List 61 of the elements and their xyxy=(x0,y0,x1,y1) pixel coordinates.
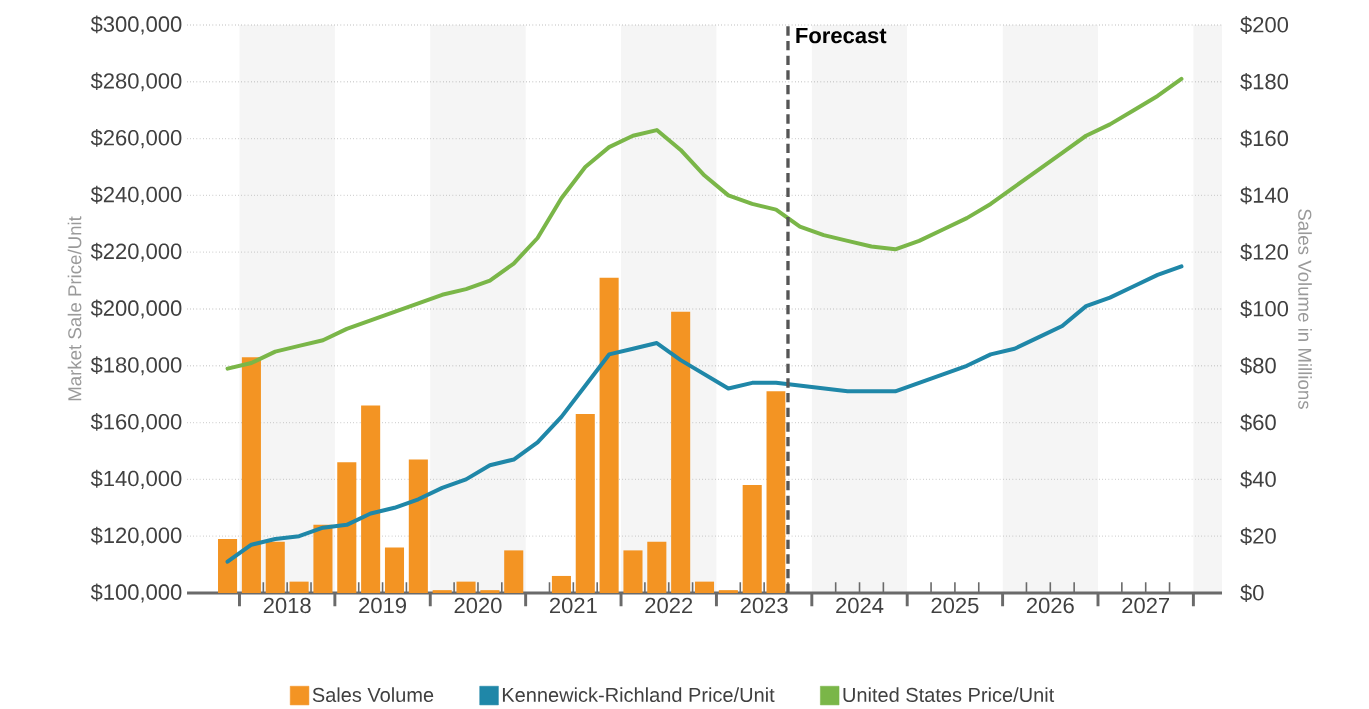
y2-tick-label: $20 xyxy=(1240,527,1276,546)
y2-tick-label: $120 xyxy=(1240,243,1289,262)
bar xyxy=(718,590,738,593)
bar xyxy=(694,581,715,593)
bar xyxy=(551,575,571,593)
y-tick-label: $120,000 xyxy=(90,526,182,546)
y2-tick-label: $0 xyxy=(1240,584,1264,602)
bar xyxy=(647,541,667,593)
bar xyxy=(337,462,357,593)
x-tick-label: 2020 xyxy=(454,597,502,614)
y2-tick-label: $40 xyxy=(1240,470,1276,489)
legend-label: Kennewick-Richland Price/Unit xyxy=(502,687,775,703)
y2-tick-label: $80 xyxy=(1240,356,1276,375)
bar xyxy=(384,547,405,593)
bar xyxy=(361,405,381,593)
x-tick-label: 2021 xyxy=(549,597,597,614)
y-tick-label: $220,000 xyxy=(90,242,182,262)
y-tick-label: $180,000 xyxy=(90,356,182,376)
bar xyxy=(599,277,619,593)
x-tick-label: 2022 xyxy=(645,597,693,614)
ref-line-label: Forecast xyxy=(796,27,887,44)
y-tick-label: $260,000 xyxy=(90,129,182,149)
y2-tick-label: $60 xyxy=(1240,413,1276,432)
bar xyxy=(742,485,762,593)
x-tick-label: 2026 xyxy=(1026,597,1074,614)
bar xyxy=(480,590,500,593)
legend-label: Sales Volume xyxy=(312,687,434,703)
bar xyxy=(408,459,428,593)
y2-tick-label: $180 xyxy=(1240,72,1289,91)
bar xyxy=(456,581,476,593)
y-tick-label: $240,000 xyxy=(90,185,182,205)
x-tick-label: 2019 xyxy=(359,597,406,614)
bar xyxy=(623,550,643,593)
y-tick-label: $300,000 xyxy=(90,15,182,35)
bar xyxy=(766,391,786,593)
y-axis-title: Market Sale Price/Unit xyxy=(67,216,82,401)
x-tick-label: 2025 xyxy=(931,597,979,614)
y2-axis-title: Sales Volume in Millions xyxy=(1298,209,1312,409)
bar xyxy=(313,524,333,593)
bar xyxy=(289,581,309,593)
y-tick-label: $100,000 xyxy=(90,583,182,603)
y2-tick-label: $200 xyxy=(1240,16,1289,34)
bar xyxy=(575,414,595,593)
y-tick-label: $200,000 xyxy=(90,299,182,319)
y-tick-label: $280,000 xyxy=(90,72,182,92)
bar xyxy=(241,357,261,593)
bar xyxy=(432,590,452,593)
x-tick-label: 2018 xyxy=(263,597,311,614)
y-tick-label: $140,000 xyxy=(90,469,182,489)
y-tick-label: $160,000 xyxy=(90,413,182,433)
x-tick-label: 2027 xyxy=(1122,597,1170,614)
bar xyxy=(671,311,691,593)
x-tick-label: 2023 xyxy=(740,597,788,614)
bar xyxy=(218,539,238,593)
y2-tick-label: $140 xyxy=(1240,186,1289,205)
legend-label: United States Price/Unit xyxy=(843,687,1055,703)
y2-tick-label: $100 xyxy=(1240,300,1289,318)
y2-tick-label: $160 xyxy=(1240,129,1289,148)
bar xyxy=(504,550,524,593)
bar xyxy=(265,541,285,593)
x-tick-label: 2024 xyxy=(836,597,884,614)
